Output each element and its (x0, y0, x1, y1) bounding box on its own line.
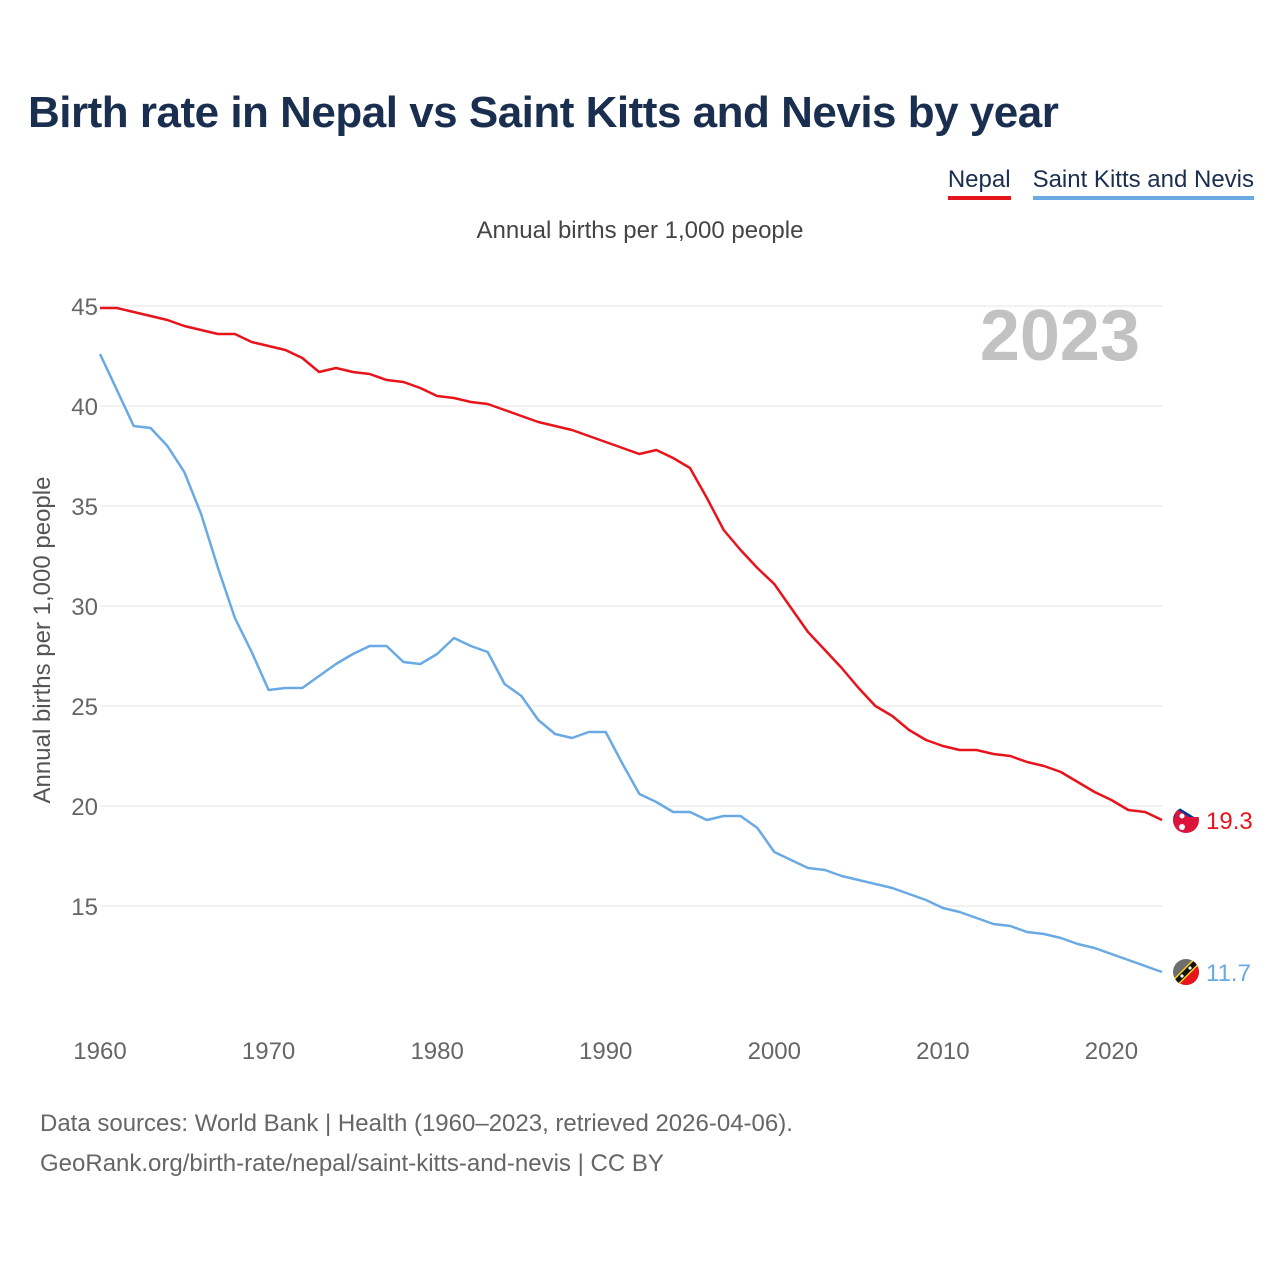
x-tick-label: 1960 (73, 1038, 126, 1065)
year-label: 2023 (980, 296, 1140, 376)
chart-subtitle: Annual births per 1,000 people (476, 217, 804, 244)
y-tick-label: 40 (71, 394, 98, 421)
end-value-label: 11.7 (1206, 960, 1251, 987)
legend-item-saint-kitts-and-nevis[interactable]: Saint Kitts and Nevis (1032, 166, 1254, 200)
x-tick-label: 1980 (410, 1038, 463, 1065)
x-tick-label: 1970 (242, 1038, 295, 1065)
x-tick-label: 2000 (748, 1038, 801, 1065)
page-title: Birth rate in Nepal vs Saint Kitts and N… (28, 88, 1059, 137)
y-tick-label: 35 (71, 494, 98, 521)
chart-legend: Nepal Saint Kitts and Nevis (947, 166, 1254, 200)
chart-footer: Data sources: World Bank | Health (1960–… (40, 1104, 793, 1184)
legend-item-nepal[interactable]: Nepal (947, 166, 1011, 200)
saint-kitts-and-nevis-flag-icon (1173, 959, 1199, 985)
y-tick-label: 25 (71, 694, 98, 721)
x-tick-label: 1990 (579, 1038, 632, 1065)
y-tick-label: 45 (71, 294, 98, 321)
x-tick-label: 2020 (1085, 1038, 1138, 1065)
source-url[interactable]: GeoRank.org/birth-rate/nepal/saint-kitts… (40, 1150, 664, 1177)
x-tick-label: 2010 (916, 1038, 969, 1065)
line-chart: 15 20 25 30 35 40 45 1960 1970 1980 1990 2000 2010 20… (71, 294, 1253, 1065)
data-source-note: Data sources: World Bank | Health (1960–… (40, 1110, 793, 1137)
series-line-saint-kitts-and-nevis (98, 353, 1163, 974)
nepal-flag-icon (1173, 807, 1199, 833)
series-line-nepal (100, 306, 1163, 822)
y-tick-label: 30 (71, 594, 98, 621)
y-tick-label: 20 (71, 794, 98, 821)
y-tick-label: 15 (71, 894, 98, 921)
end-value-label: 19.3 (1206, 808, 1253, 835)
